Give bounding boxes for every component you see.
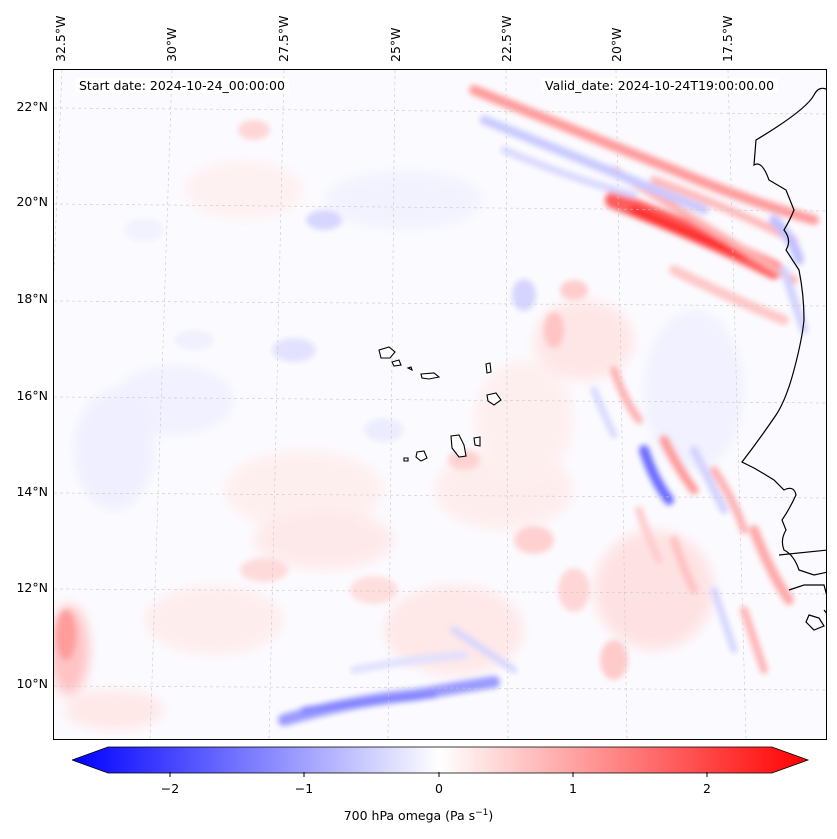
colorbar-tick-2: 2	[703, 781, 711, 796]
lat-label-12n: 12°N	[16, 580, 48, 595]
brava	[403, 457, 409, 462]
cape-verde-islands	[378, 346, 502, 462]
guinea-coast	[788, 584, 826, 595]
colorbar-tick-neg2: −2	[160, 781, 180, 796]
lon-label-22-5w: 22.5°W	[499, 15, 514, 62]
coastline	[741, 87, 826, 631]
sal	[485, 362, 492, 374]
graticule	[54, 70, 826, 739]
omega-field-detail	[56, 85, 819, 726]
colorbar-label: 700 hPa omega (Pa s−1)	[0, 808, 837, 823]
lat-label-20n: 20°N	[16, 194, 48, 209]
colorbar-label-unit-exponent: −1	[475, 808, 489, 818]
omega-field-map	[54, 70, 826, 739]
lon-label-25w: 25°W	[388, 27, 403, 62]
lon-label-30w: 30°W	[164, 27, 179, 62]
bijagos-islands	[805, 614, 825, 631]
fogo	[415, 450, 428, 462]
map-panel	[53, 69, 827, 740]
santa-luzia	[406, 366, 413, 372]
start-date-label: Start date: 2024-10-24_00:00:00	[75, 78, 289, 93]
gambia-coast	[778, 549, 826, 556]
lat-label-18n: 18°N	[16, 291, 48, 306]
valid-date-label: Valid_date: 2024-10-24T19:00:00.00	[541, 78, 779, 93]
lat-label-14n: 14°N	[16, 484, 48, 499]
lon-label-27-5w: 27.5°W	[276, 15, 291, 62]
omega-field-broad	[54, 160, 744, 730]
colorbar-tick-marks	[169, 772, 708, 777]
colorbar-label-close: )	[488, 808, 494, 824]
maio	[473, 436, 481, 447]
sao-nicolau	[420, 372, 441, 380]
boa-vista	[486, 392, 502, 406]
colorbar-tick-0: 0	[435, 781, 443, 796]
colorbar-tick-1: 1	[569, 781, 577, 796]
lon-label-20w: 20°W	[609, 27, 624, 62]
lon-label-17-5w: 17.5°W	[720, 15, 735, 62]
colorbar-svg	[70, 746, 810, 774]
lat-label-16n: 16°N	[16, 388, 48, 403]
santo-antao	[378, 346, 396, 359]
colorbar	[70, 746, 812, 780]
lat-label-22n: 22°N	[16, 99, 48, 114]
colorbar-bar	[70, 746, 810, 774]
lat-label-10n: 10°N	[16, 676, 48, 691]
colorbar-label-main: 700 hPa omega (Pa s	[343, 808, 476, 824]
sao-vicente	[391, 359, 402, 367]
colorbar-tick-neg1: −1	[294, 781, 314, 796]
lon-label-32-5w: 32.5°W	[53, 15, 68, 62]
africa-coastline	[741, 87, 826, 576]
santiago	[450, 434, 467, 458]
